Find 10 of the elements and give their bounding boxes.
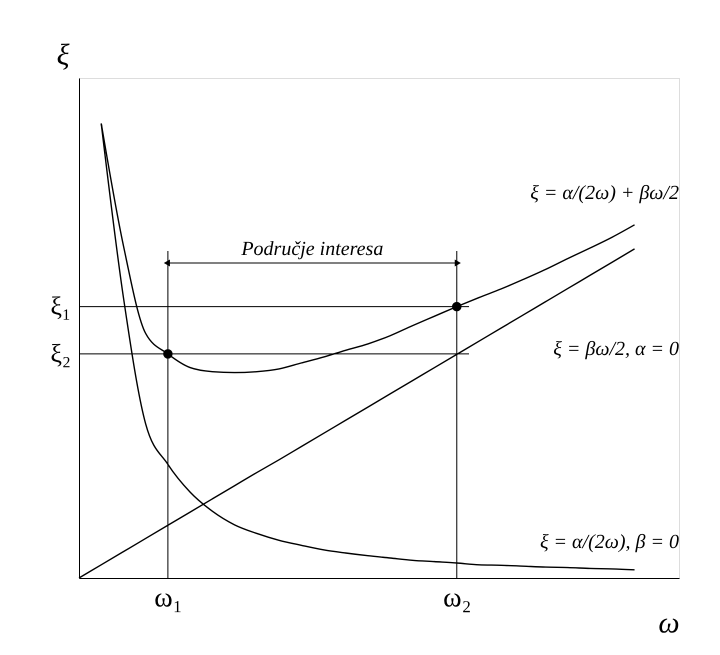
x-tick-label: ω₁ (154, 582, 182, 614)
series-label: ξ = α/(2ω), β = 0 (540, 530, 679, 553)
series-label: ξ = βω/2, α = 0 (553, 338, 679, 360)
ref-line-label: ξ₁ (50, 292, 71, 321)
x-axis-title: ω (658, 606, 680, 640)
annotation: Područje interesa (240, 238, 384, 260)
x-tick-label: ω₂ (443, 582, 472, 614)
ref-line-label: ξ₂ (50, 338, 71, 368)
y-axis-title: ξ (56, 38, 70, 72)
text: ξ = α/(2ω) + βω/2 (530, 182, 679, 204)
